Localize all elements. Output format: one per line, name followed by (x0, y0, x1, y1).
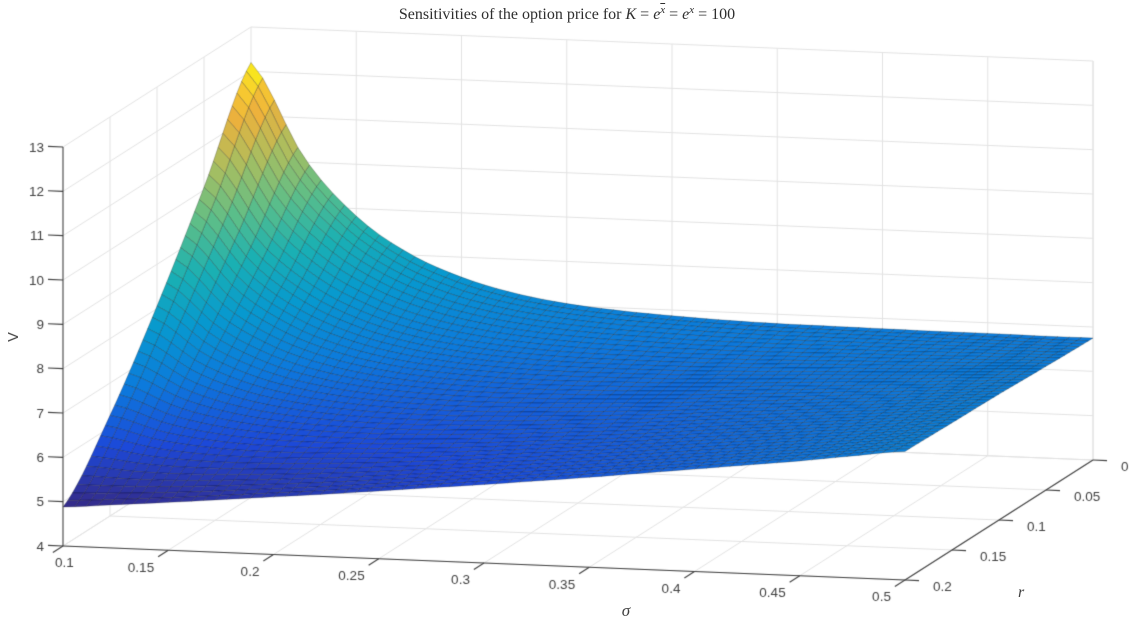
title-segment: K (625, 6, 637, 23)
title-segment: e (653, 6, 661, 23)
v-axis-label: V (6, 332, 22, 342)
title-segment: = 100 (694, 6, 736, 23)
r-axis-label: r (1018, 584, 1025, 601)
sigma-axis-label: σ (621, 601, 631, 620)
title-segment: = (636, 6, 654, 23)
chart-title: Sensitivities of the option price for K … (0, 4, 1134, 24)
title-segment: = (665, 6, 683, 23)
title-segment: Sensitivities of the option price for (398, 6, 626, 23)
title-segment: x (689, 4, 695, 17)
title-segment: e (682, 6, 690, 23)
title-segment: x (660, 4, 666, 17)
